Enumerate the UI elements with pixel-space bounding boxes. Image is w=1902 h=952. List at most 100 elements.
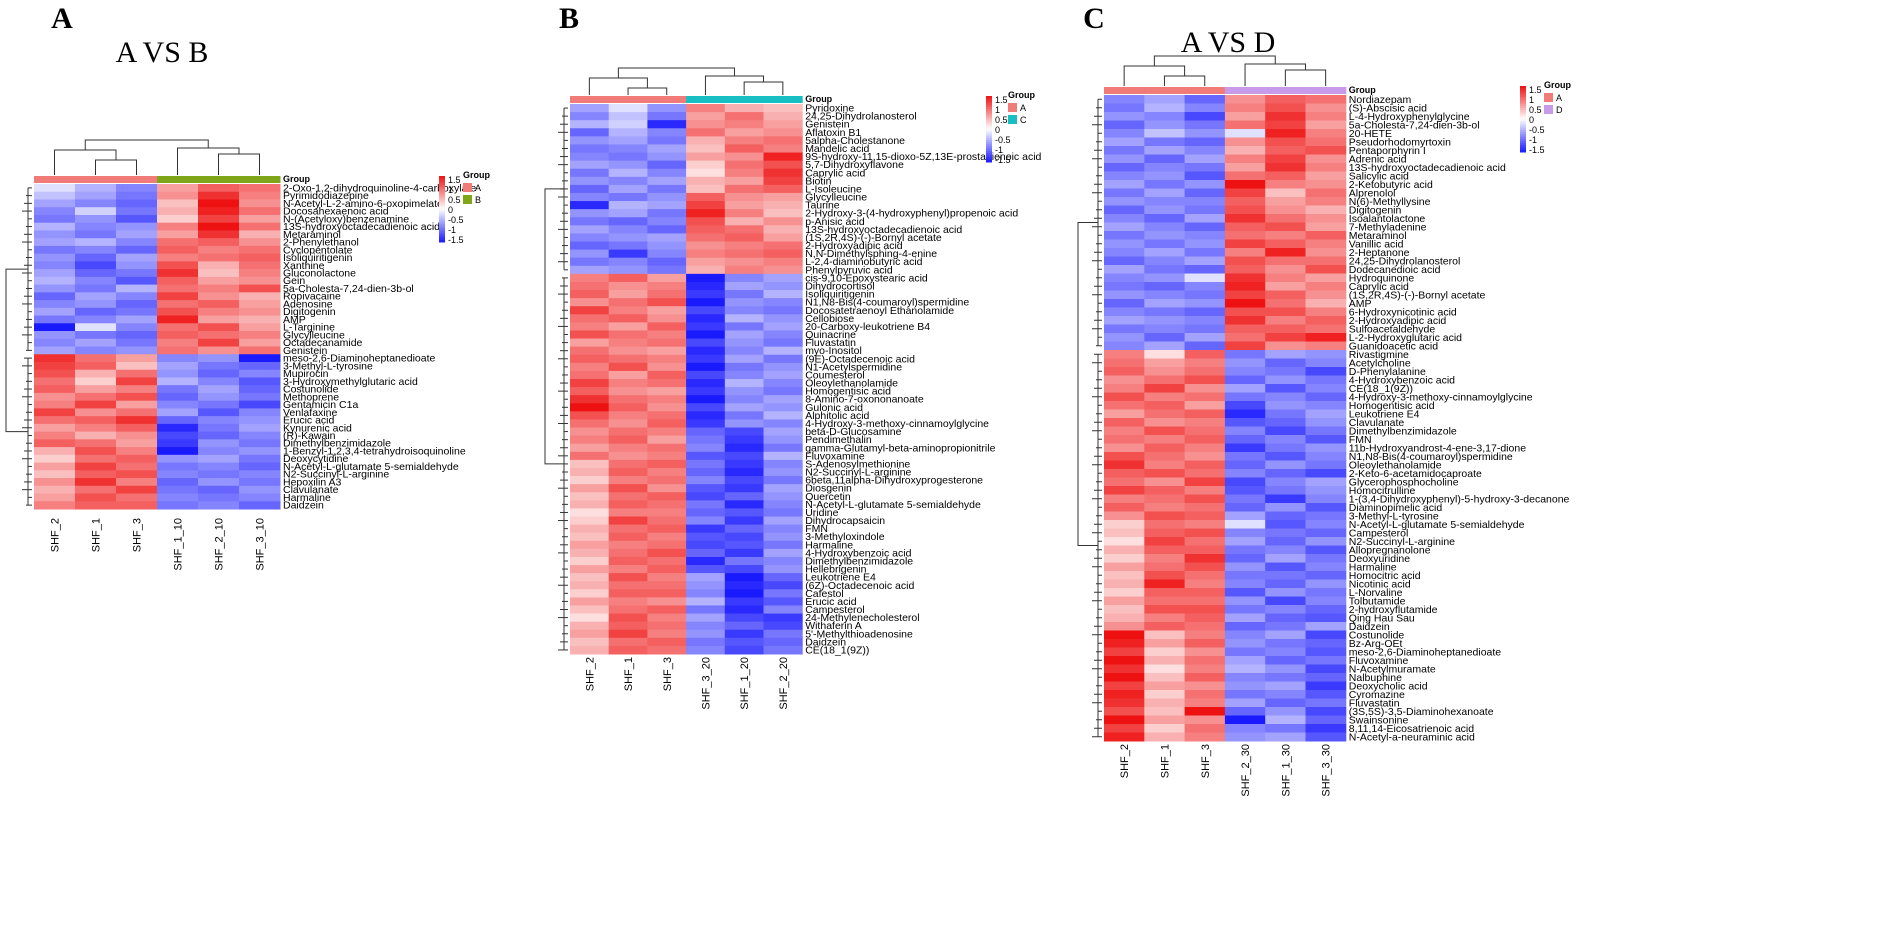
heatmap-cell <box>570 144 610 154</box>
column-label: SHF_3_30 <box>1321 744 1333 797</box>
heatmap-cell <box>763 346 803 356</box>
heatmap-cell <box>1265 639 1306 648</box>
heatmap-cell <box>1184 622 1226 631</box>
heatmap-cell <box>686 136 726 145</box>
heatmap-cell <box>157 300 199 309</box>
heatmap-cell <box>1144 409 1186 419</box>
color-scale-step <box>986 98 992 101</box>
heatmap-cell <box>1265 690 1306 699</box>
row-label: Erucic acid <box>283 415 335 427</box>
heatmap-cell <box>116 377 158 386</box>
heatmap-cell <box>763 484 803 493</box>
heatmap-cell <box>1184 324 1226 334</box>
row-label: N-Acetyl-L-glutamate 5-semialdehyde <box>1349 519 1525 531</box>
heatmap-cell <box>1144 273 1186 283</box>
heatmap-cell <box>570 209 610 218</box>
heatmap-cell <box>1104 120 1145 130</box>
color-scale-step <box>986 118 992 121</box>
heatmap-cell <box>157 207 199 216</box>
heatmap-cell <box>1224 239 1266 249</box>
heatmap-cell <box>239 470 281 479</box>
heatmap-cell <box>1305 656 1347 665</box>
color-scale-tick: -1.5 <box>448 235 464 245</box>
heatmap-cell <box>1305 112 1347 121</box>
color-scale-step <box>439 189 445 192</box>
row-label: Metaraminol <box>1349 230 1407 242</box>
color-scale-step <box>1520 123 1526 127</box>
row-label: Fluvoxamine <box>805 450 865 462</box>
heatmap-cell <box>1224 307 1266 317</box>
heatmap-cell <box>763 298 803 307</box>
heatmap-cell <box>570 427 610 437</box>
color-scale-step <box>439 220 445 223</box>
color-scale-step <box>1520 138 1526 142</box>
heatmap-cell <box>1104 554 1145 563</box>
heatmap-cell <box>1184 545 1226 555</box>
heatmap-cell <box>686 112 726 121</box>
heatmap-cell <box>1144 452 1186 461</box>
color-scale-step <box>1520 101 1526 105</box>
color-scale-step <box>1520 105 1526 109</box>
heatmap-cell <box>1104 656 1145 665</box>
heatmap-cell <box>1184 333 1226 342</box>
row-label: Docosahexaenoic acid <box>283 206 389 218</box>
heatmap-cell <box>647 265 687 275</box>
color-scale-step <box>1520 136 1526 140</box>
heatmap-cell <box>1184 180 1226 189</box>
heatmap-cell <box>724 605 764 615</box>
heatmap-cell <box>686 128 726 137</box>
row-label: Methoprene <box>283 391 339 403</box>
row-label: CE(18_1(9Z)) <box>1349 383 1413 395</box>
heatmap-cell <box>724 201 764 210</box>
heatmap-cell <box>1144 579 1186 589</box>
color-scale-step <box>986 104 992 108</box>
heatmap-cell <box>608 362 648 372</box>
heatmap-cell <box>570 532 610 542</box>
row-label: 11b-Hydroxyandrost-4-ene-3,17-dione <box>1349 442 1526 454</box>
heatmap-cell <box>34 214 76 224</box>
heatmap-cell <box>724 241 764 251</box>
heatmap-cell <box>239 214 281 224</box>
heatmap-cell <box>724 516 764 526</box>
heatmap-cell <box>686 233 726 242</box>
heatmap-cell <box>1305 324 1347 334</box>
heatmap-cell <box>1104 375 1145 385</box>
heatmap-cell <box>724 379 764 388</box>
heatmap-cell <box>686 427 726 437</box>
heatmap-cell <box>608 548 648 558</box>
heatmap-cell <box>608 476 648 485</box>
heatmap-cell <box>116 222 158 231</box>
heatmap-cell <box>116 338 158 347</box>
heatmap-cell <box>608 176 648 186</box>
heatmap-cell <box>570 435 610 445</box>
row-label: N2-Succinyl-L-arginine <box>283 469 389 481</box>
heatmap-cell <box>1224 460 1266 470</box>
heatmap-cell <box>1144 180 1186 189</box>
heatmap-cell <box>1265 443 1306 453</box>
heatmap-cell <box>724 322 764 331</box>
row-label: myo-Inositol <box>805 345 862 357</box>
heatmap-cell <box>1305 129 1347 138</box>
color-scale-step <box>439 198 445 201</box>
heatmap-cell <box>763 508 803 517</box>
heatmap-cell <box>34 369 76 378</box>
heatmap-cell <box>157 346 199 355</box>
heatmap-cell <box>1224 375 1266 385</box>
heatmap-cell <box>1265 537 1306 546</box>
color-scale-step <box>439 209 445 212</box>
heatmap-cell <box>1144 333 1186 342</box>
heatmap-cell <box>1184 409 1226 419</box>
heatmap-cell <box>75 346 117 355</box>
heatmap-cell <box>724 346 764 356</box>
group-legend-title: Group <box>1008 90 1035 100</box>
row-label: D-Phenylalanine <box>1349 366 1426 378</box>
heatmap-cell <box>608 387 648 396</box>
heatmap-cell <box>1144 443 1186 453</box>
heatmap-cell <box>1305 299 1347 308</box>
heatmap-cell <box>1265 647 1306 657</box>
heatmap-cell <box>239 338 281 347</box>
heatmap-cell <box>724 257 764 267</box>
heatmap-cell <box>608 257 648 267</box>
heatmap-cell <box>1184 256 1226 266</box>
heatmap-cell <box>647 516 687 526</box>
